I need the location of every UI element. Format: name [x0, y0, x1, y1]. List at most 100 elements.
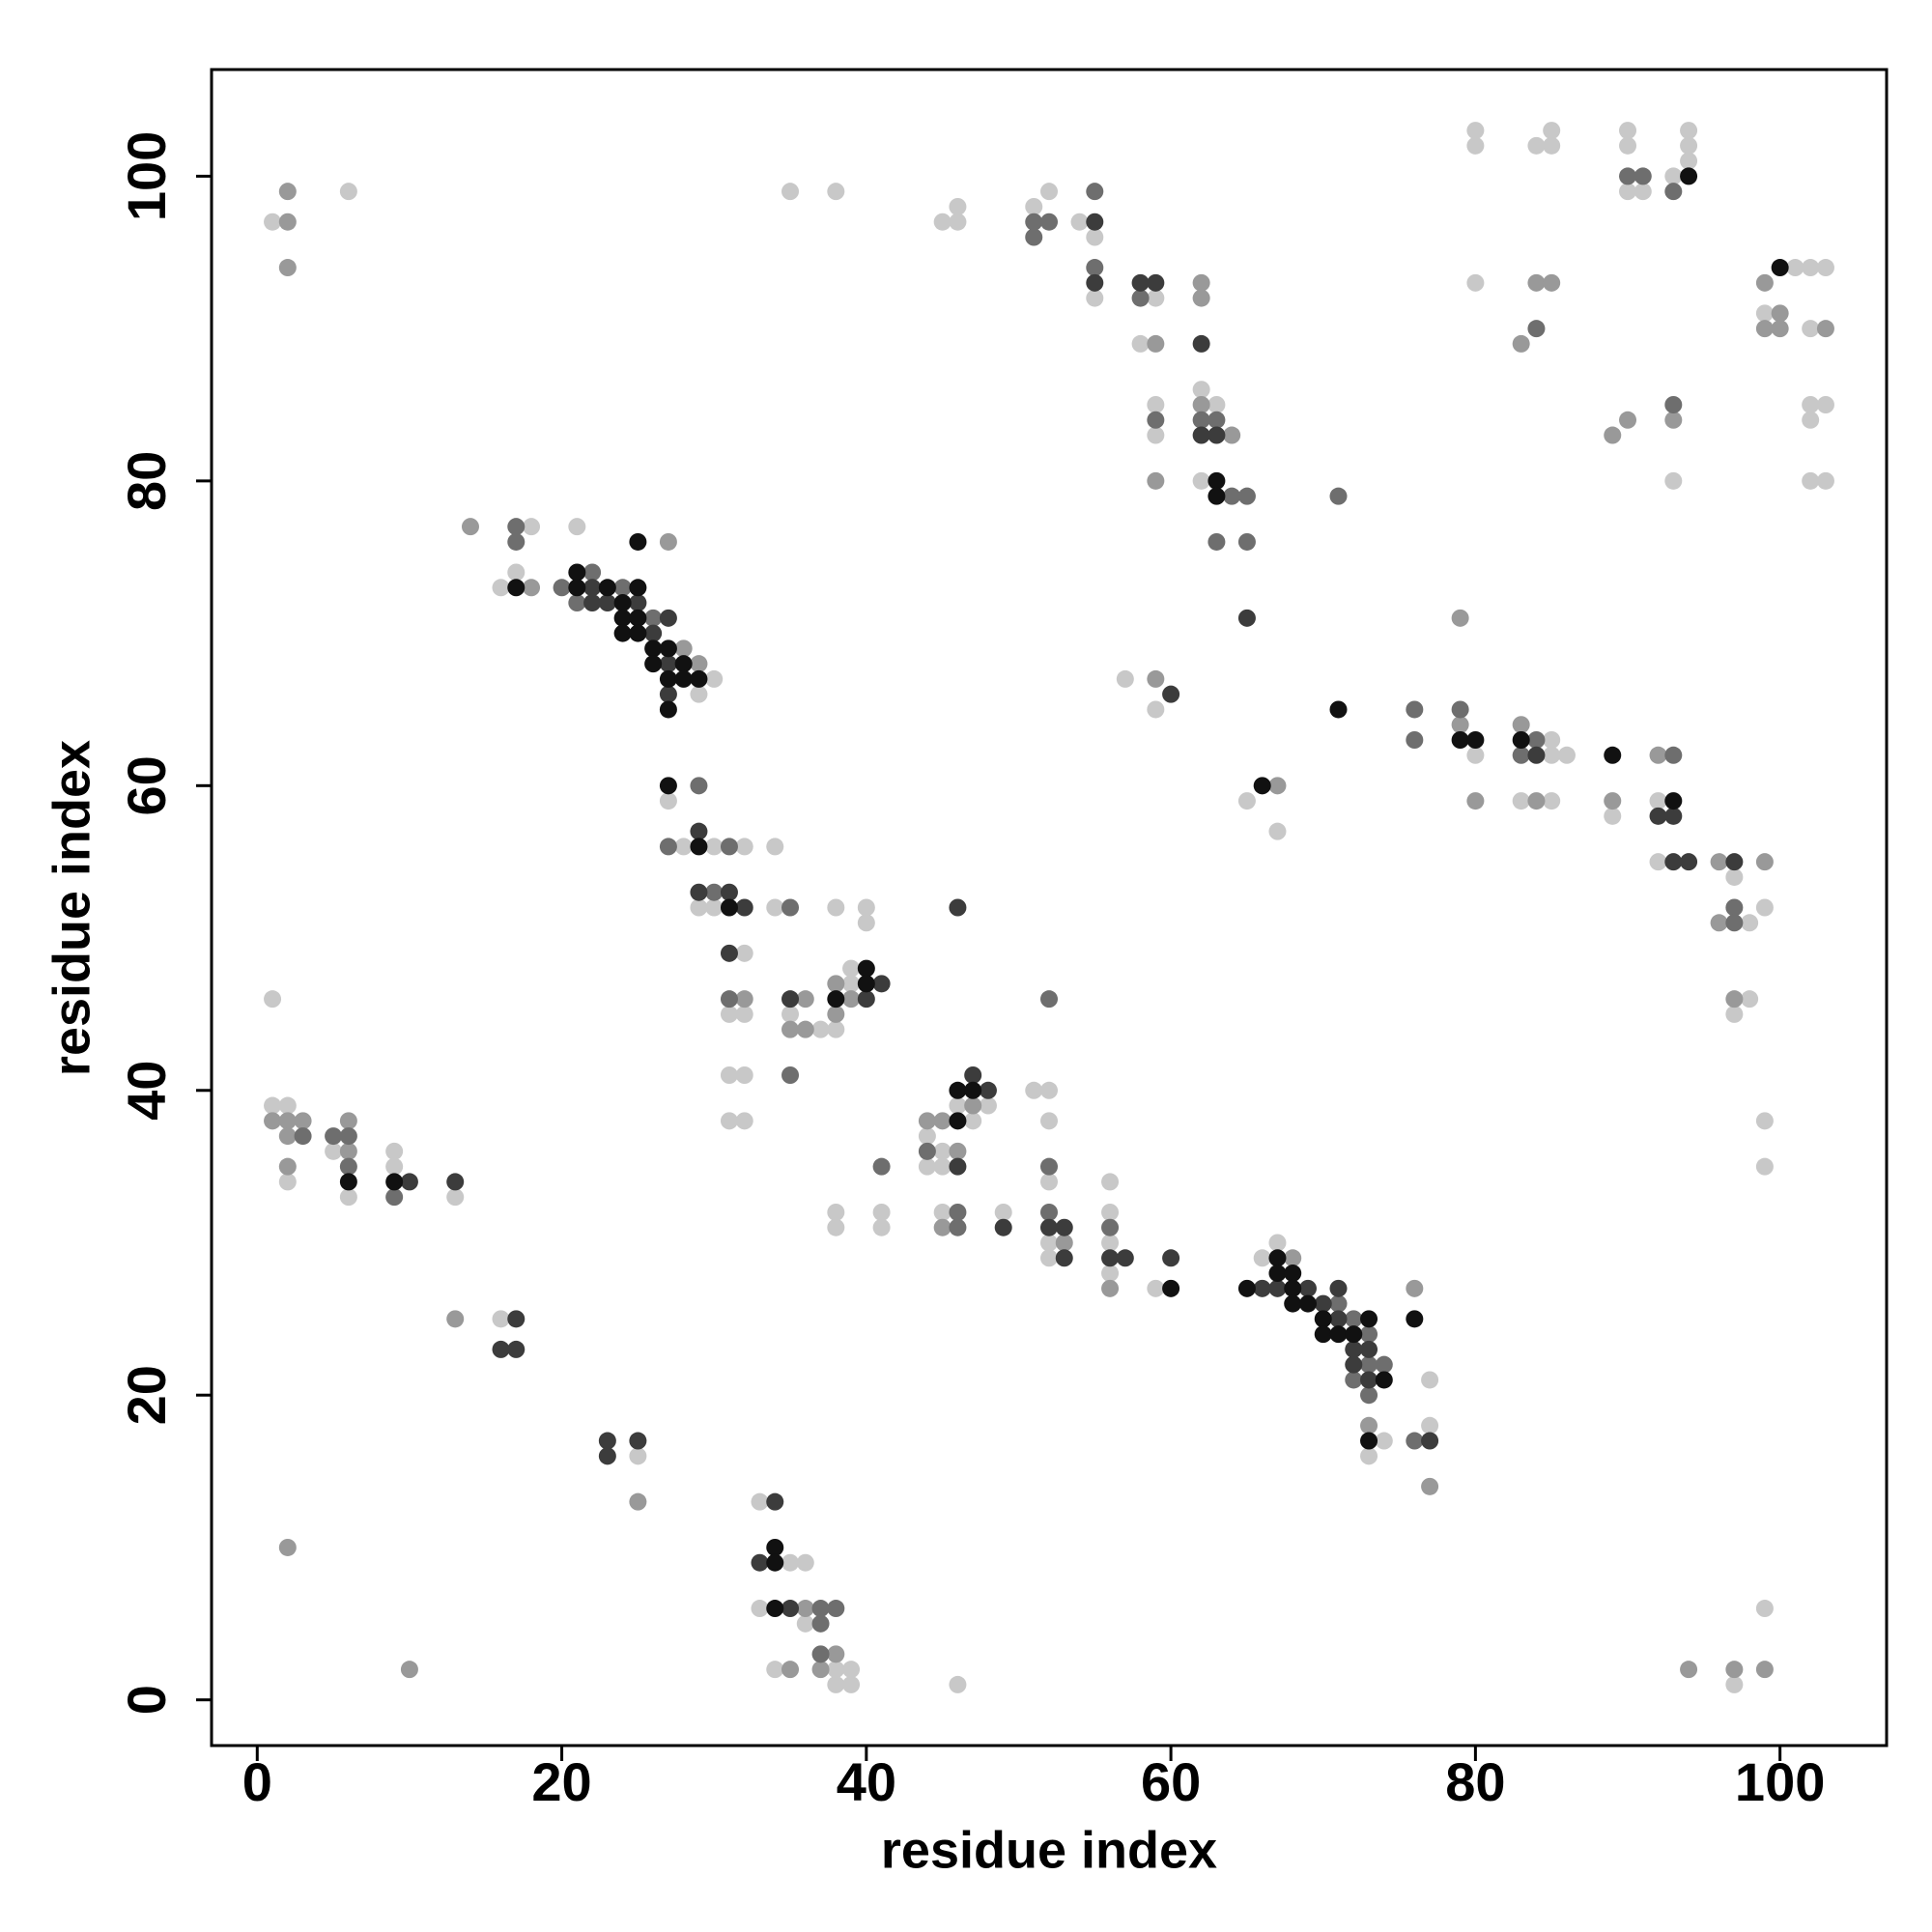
- point: [659, 655, 677, 673]
- point: [1816, 259, 1834, 277]
- point: [1664, 167, 1683, 185]
- point: [568, 594, 586, 612]
- point: [1604, 746, 1622, 764]
- point: [1360, 1432, 1378, 1450]
- point: [735, 944, 753, 962]
- point: [1619, 122, 1637, 140]
- point: [1543, 136, 1561, 155]
- point: [1421, 1416, 1439, 1435]
- point: [598, 594, 616, 612]
- point: [1284, 1264, 1302, 1283]
- point: [1604, 792, 1622, 810]
- point: [644, 639, 663, 658]
- point: [1070, 213, 1089, 231]
- point: [1786, 259, 1804, 277]
- point: [583, 579, 602, 597]
- point: [735, 838, 753, 856]
- point: [705, 898, 724, 917]
- point: [720, 1005, 738, 1023]
- point: [827, 898, 845, 917]
- point: [1101, 1264, 1120, 1283]
- point: [1040, 1157, 1058, 1176]
- point: [781, 990, 800, 1009]
- point: [949, 1096, 967, 1115]
- point: [720, 838, 738, 856]
- point: [1237, 609, 1256, 627]
- point: [1208, 471, 1226, 490]
- point: [492, 579, 510, 597]
- point: [629, 532, 647, 551]
- point: [1131, 273, 1150, 292]
- point: [933, 1142, 952, 1160]
- point: [461, 518, 479, 536]
- point: [1025, 228, 1043, 246]
- point: [766, 1600, 784, 1618]
- point: [811, 1020, 830, 1038]
- plot-frame: [210, 68, 1889, 1747]
- point: [781, 1600, 800, 1618]
- point: [781, 1020, 800, 1038]
- x-tick-label: 60: [1141, 1751, 1201, 1812]
- point: [1208, 487, 1226, 505]
- point: [705, 838, 724, 856]
- point: [1802, 411, 1820, 429]
- point: [720, 1066, 738, 1084]
- point: [674, 639, 693, 658]
- point: [1755, 898, 1774, 917]
- point: [1162, 1279, 1180, 1297]
- point: [1147, 669, 1165, 688]
- point: [751, 1553, 769, 1572]
- point: [1360, 1447, 1378, 1465]
- point: [385, 1188, 404, 1207]
- point: [1162, 685, 1180, 703]
- point: [278, 259, 297, 277]
- point: [339, 1127, 357, 1146]
- point: [1284, 1294, 1302, 1313]
- point: [278, 213, 297, 231]
- point: [690, 822, 708, 840]
- point: [1147, 426, 1165, 444]
- point: [1680, 122, 1698, 140]
- x-tick-label: 20: [531, 1751, 591, 1812]
- point: [1360, 1416, 1378, 1435]
- point: [1771, 259, 1789, 277]
- point: [949, 1218, 967, 1236]
- point: [1284, 1249, 1302, 1267]
- point: [583, 594, 602, 612]
- point: [1237, 1279, 1256, 1297]
- point: [1268, 777, 1287, 795]
- point: [1771, 320, 1789, 338]
- point: [690, 777, 708, 795]
- point: [1406, 731, 1424, 749]
- point: [523, 579, 541, 597]
- point: [1527, 746, 1546, 764]
- point: [1725, 898, 1744, 917]
- point: [1543, 731, 1561, 749]
- y-tick-label: 0: [116, 1685, 177, 1715]
- point: [1664, 853, 1683, 871]
- point: [766, 1538, 784, 1556]
- point: [1268, 1279, 1287, 1297]
- point: [1527, 320, 1546, 338]
- x-tick-label: 0: [242, 1751, 272, 1812]
- point: [659, 669, 677, 688]
- point: [1055, 1249, 1073, 1267]
- point: [1421, 1371, 1439, 1389]
- point: [1406, 1310, 1424, 1328]
- point: [644, 609, 663, 627]
- point: [781, 1005, 800, 1023]
- point: [1755, 1112, 1774, 1130]
- point: [339, 1157, 357, 1176]
- point: [1680, 167, 1698, 185]
- point: [339, 1188, 357, 1207]
- point: [674, 655, 693, 673]
- point: [1664, 792, 1683, 810]
- point: [629, 1447, 647, 1465]
- point: [1025, 1081, 1043, 1099]
- point: [1466, 746, 1485, 764]
- point: [659, 532, 677, 551]
- point: [1086, 213, 1104, 231]
- point: [949, 213, 967, 231]
- point: [842, 959, 861, 978]
